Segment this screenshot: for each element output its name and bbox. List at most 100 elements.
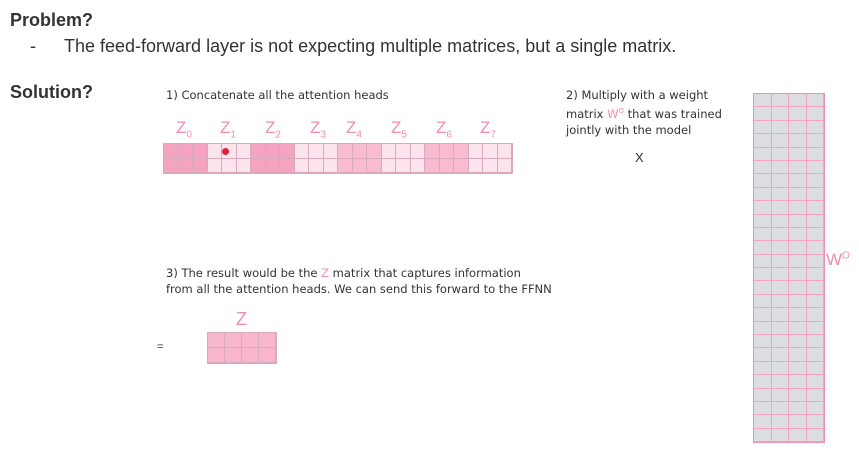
matrix-cell (771, 120, 789, 135)
z-inline: Z (321, 266, 330, 280)
matrix-cell (789, 134, 807, 148)
step2-line3: jointly with the model (566, 122, 692, 137)
matrix-cell (789, 254, 807, 269)
matrix-cell (754, 201, 772, 215)
matrix-cell (439, 144, 454, 159)
matrix-cell (771, 227, 789, 242)
matrix-cell (225, 348, 242, 363)
matrix-cell (265, 158, 280, 173)
matrix-cell (242, 348, 259, 363)
matrix-cell (410, 158, 425, 173)
matrix-cell (771, 134, 789, 148)
matrix-cell (789, 361, 807, 376)
head-label-0: Z0 (176, 118, 192, 141)
step3-line2: from all the attention heads. We can sen… (166, 282, 552, 296)
matrix-cell (208, 333, 225, 348)
matrix-cell (789, 388, 807, 402)
matrix-cell (771, 348, 789, 362)
matrix-cell (806, 428, 824, 443)
matrix-cell (425, 158, 440, 173)
solution-title: Solution? (10, 82, 93, 102)
matrix-cell (771, 201, 789, 215)
matrix-cell (352, 144, 367, 159)
head-label-2: Z2 (265, 118, 281, 141)
matrix-cell (468, 158, 483, 173)
matrix-cell (806, 415, 824, 429)
matrix-cell (483, 158, 498, 173)
matrix-cell (754, 94, 772, 108)
matrix-cell (754, 348, 772, 362)
z-result-matrix (207, 332, 277, 364)
matrix-cell (789, 321, 807, 336)
matrix-cell (754, 361, 772, 376)
matrix-cell (754, 107, 772, 121)
matrix-cell (754, 401, 772, 416)
matrix-cell (789, 107, 807, 121)
matrix-cell (806, 308, 824, 322)
matrix-cell (323, 158, 338, 173)
problem-title: Problem? (10, 10, 94, 30)
matrix-cell (425, 144, 440, 159)
head-label-6: Z6 (436, 118, 452, 141)
matrix-cell (771, 308, 789, 322)
head-block-3 (294, 144, 338, 173)
matrix-cell (754, 120, 772, 135)
matrix-cell (789, 241, 807, 255)
z-result-label: Z (236, 309, 247, 329)
matrix-cell (251, 158, 266, 173)
head-label-3: Z3 (310, 118, 326, 141)
matrix-cell (754, 375, 772, 389)
matrix-cell (381, 158, 396, 173)
matrix-cell (771, 214, 789, 228)
matrix-cell (294, 144, 309, 159)
matrix-cell (771, 401, 789, 416)
equals-symbol: = (157, 341, 164, 353)
matrix-cell (789, 187, 807, 202)
matrix-cell (806, 174, 824, 188)
matrix-cell (338, 158, 353, 173)
matrix-cell (754, 174, 772, 188)
matrix-cell (771, 187, 789, 202)
matrix-cell (222, 158, 237, 173)
matrix-cell (789, 415, 807, 429)
matrix-cell (754, 241, 772, 255)
matrix-cell (771, 94, 789, 108)
matrix-cell (789, 401, 807, 416)
matrix-cell (806, 214, 824, 228)
wo-label: WO (826, 250, 850, 269)
matrix-cell (754, 254, 772, 269)
matrix-cell (771, 160, 789, 175)
matrix-cell (771, 415, 789, 429)
matrix-cell (789, 335, 807, 349)
matrix-cell (236, 158, 251, 173)
matrix-cell (789, 120, 807, 135)
matrix-cell (207, 158, 222, 173)
head-block-5 (381, 144, 425, 173)
matrix-cell (789, 227, 807, 242)
matrix-cell (789, 214, 807, 228)
wo-inline: WO (607, 106, 624, 121)
matrix-cell (771, 375, 789, 389)
matrix-cell (754, 187, 772, 202)
matrix-cell (771, 254, 789, 269)
matrix-cell (754, 294, 772, 309)
matrix-cell (497, 158, 512, 173)
concatenated-heads-matrix (163, 143, 513, 174)
matrix-cell (208, 348, 225, 363)
matrix-cell (771, 321, 789, 336)
head-block-4 (338, 144, 382, 173)
multiply-symbol: X (635, 150, 644, 165)
matrix-cell (396, 158, 411, 173)
matrix-cell (789, 375, 807, 389)
matrix-cell (164, 158, 179, 173)
matrix-cell (754, 388, 772, 402)
matrix-cell (439, 158, 454, 173)
problem-text: The feed-forward layer is not expecting … (64, 36, 677, 56)
matrix-cell (806, 241, 824, 255)
matrix-cell (806, 160, 824, 175)
head-block-2 (251, 144, 295, 173)
matrix-cell (789, 268, 807, 282)
bullet-marker: - (30, 36, 36, 56)
matrix-cell (454, 144, 469, 159)
wo-weight-matrix (753, 93, 825, 444)
